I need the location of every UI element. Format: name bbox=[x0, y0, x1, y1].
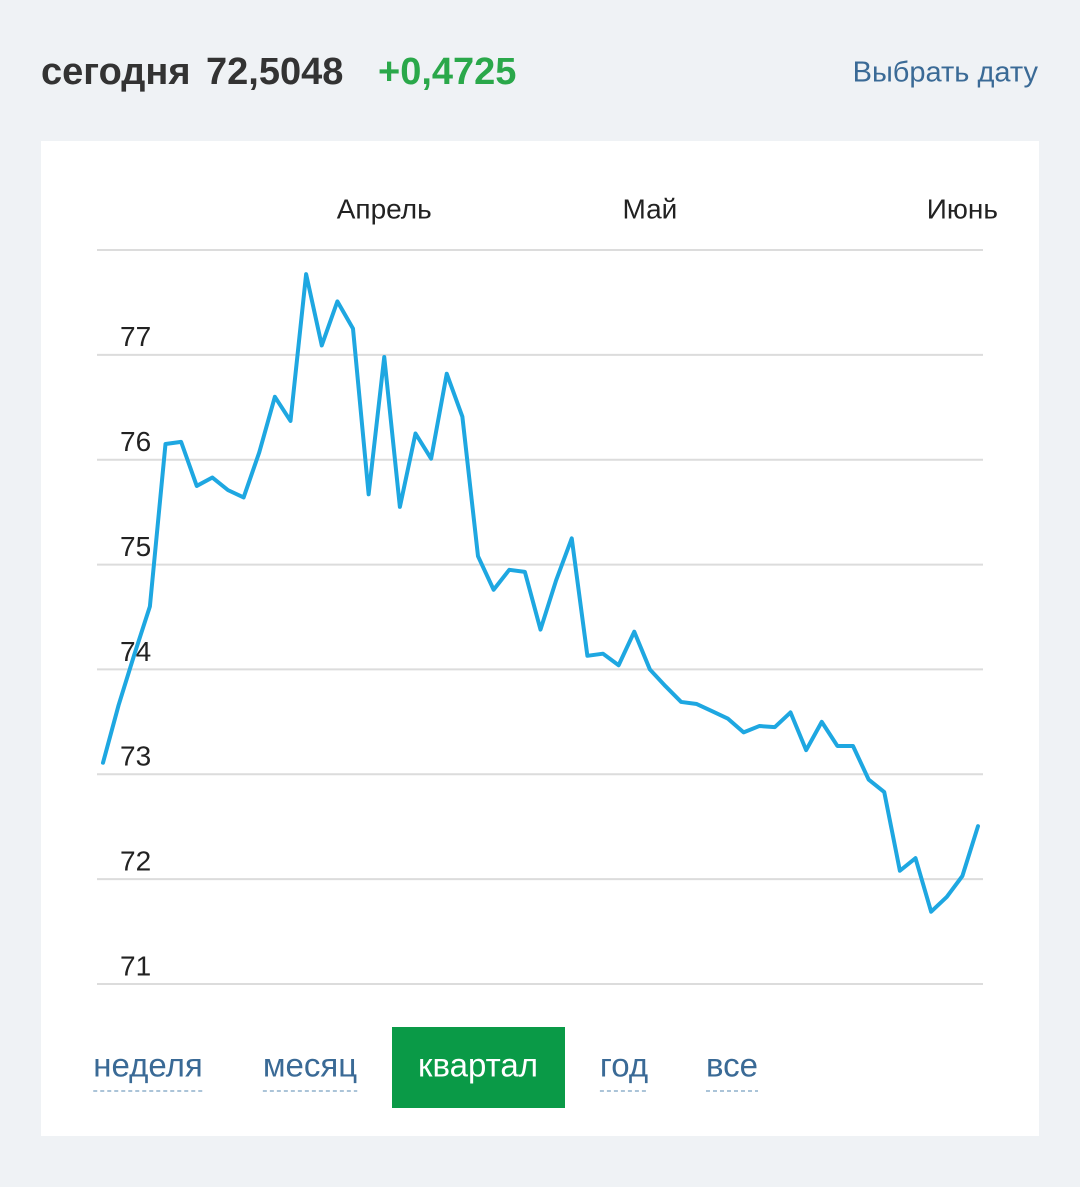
period-button[interactable]: год bbox=[600, 1047, 648, 1084]
y-tick-label: 75 bbox=[120, 531, 151, 562]
rate-change: +0,4725 bbox=[378, 51, 516, 93]
y-tick-label: 73 bbox=[120, 741, 151, 772]
y-tick-label: 76 bbox=[120, 426, 151, 457]
y-tick-label: 77 bbox=[120, 321, 151, 352]
period-button[interactable]: неделя bbox=[93, 1047, 203, 1084]
chart-card bbox=[41, 141, 1039, 1136]
rate-value: 72,5048 bbox=[206, 51, 343, 93]
today-label: сегодня bbox=[41, 51, 191, 93]
x-tick-label: Июнь bbox=[927, 193, 998, 224]
rate-line bbox=[101, 272, 980, 914]
x-tick-label: Апрель bbox=[337, 193, 432, 224]
x-tick-label: Май bbox=[622, 193, 677, 224]
y-tick-label: 71 bbox=[120, 950, 151, 981]
period-button[interactable]: все bbox=[706, 1047, 758, 1084]
period-button[interactable]: месяц bbox=[263, 1047, 357, 1084]
period-button-bg[interactable] bbox=[392, 1027, 565, 1108]
y-tick-label: 72 bbox=[120, 846, 151, 877]
choose-date-link[interactable]: Выбрать дату bbox=[853, 57, 1039, 89]
period-button[interactable]: квартал bbox=[418, 1047, 538, 1084]
